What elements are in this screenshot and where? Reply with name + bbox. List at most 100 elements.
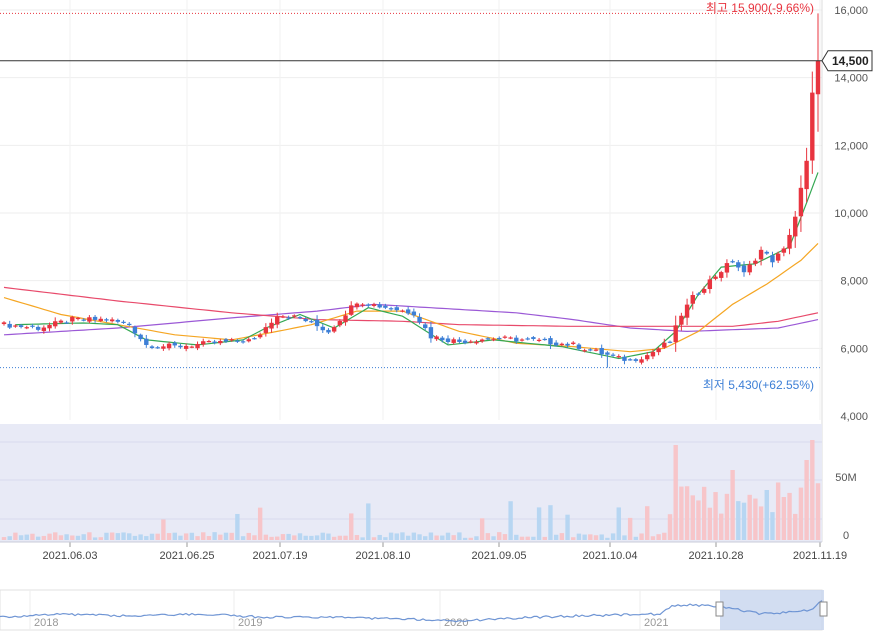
candle-body-135: [770, 255, 775, 263]
candle-body-102: [582, 350, 587, 352]
volume-bar-23: [132, 535, 138, 540]
candle-body-81: [462, 340, 468, 344]
volume-bar-6: [35, 536, 41, 540]
navigator-panel[interactable]: [0, 589, 823, 631]
volume-bar-71: [405, 535, 411, 540]
candle-body-111: [633, 359, 639, 361]
candle-body-90: [514, 337, 519, 342]
price-tick-label-4: 8,000: [840, 276, 868, 288]
volume-bar-102: [582, 534, 587, 540]
date-tick-label-0: 2021.06.03: [42, 550, 97, 562]
candle-body-132: [753, 260, 758, 264]
candle-body-130: [741, 265, 747, 273]
volume-bar-65: [371, 537, 377, 540]
candle-body-10: [58, 320, 64, 323]
price-panel[interactable]: [0, 0, 822, 420]
candle-body-122: [696, 293, 701, 295]
volume-bar-33: [189, 532, 195, 540]
candle-body-34: [195, 343, 200, 349]
date-tick-label-4: 2021.09.05: [471, 550, 526, 562]
candle-body-142: [810, 92, 815, 161]
candle-body-37: [212, 341, 217, 343]
volume-bar-105: [599, 534, 604, 540]
volume-bar-119: [679, 486, 684, 540]
candle-body-3: [18, 325, 24, 328]
volume-bar-107: [610, 533, 616, 540]
volume-bar-93: [531, 536, 536, 540]
ma20-line: [3, 242, 819, 353]
volume-tick-label-1: 0: [843, 530, 849, 542]
price-axis: 16,000 14,000 12,000 10,000 8,000 6,000 4,000: [834, 5, 868, 423]
volume-bar-68: [388, 532, 394, 540]
volume-bar-50: [286, 533, 291, 540]
volume-bar-117: [667, 514, 673, 540]
volume-bar-101: [576, 533, 582, 540]
volume-bar-55: [314, 535, 320, 540]
volume-bar-21: [121, 532, 126, 540]
volume-bar-79: [451, 535, 456, 540]
volume-bar-143: [815, 483, 821, 540]
volume-bar-67: [383, 537, 388, 540]
candle-body-26: [149, 346, 155, 348]
navigator-left-handle[interactable]: [715, 601, 724, 617]
navigator-selection[interactable]: [720, 590, 824, 630]
candle-body-38: [218, 340, 223, 344]
volume-bar-10: [58, 535, 64, 540]
candle-body-53: [303, 318, 308, 322]
candle-body-112: [639, 359, 644, 363]
candle-body-58: [331, 327, 337, 332]
volume-bar-111: [633, 536, 639, 540]
volume-bar-30: [172, 532, 177, 540]
volume-bar-7: [41, 535, 47, 540]
candle-body-86: [491, 339, 496, 341]
candle-body-39: [223, 339, 229, 342]
candle-body-77: [440, 337, 445, 341]
candle-body-83: [474, 341, 479, 344]
volume-bar-27: [155, 533, 160, 540]
candle-body-97: [553, 342, 559, 346]
date-tick-label-1: 2021.06.25: [159, 550, 214, 562]
candle-body-12: [70, 316, 75, 322]
candle-body-82: [468, 341, 473, 343]
volume-bar-131: [747, 494, 752, 540]
volume-bar-25: [144, 536, 149, 540]
moving-average-lines: [3, 172, 819, 360]
volume-bar-98: [559, 533, 565, 540]
candle-body-121: [690, 295, 695, 304]
volume-bar-8: [47, 533, 52, 540]
candle-body-5: [30, 325, 35, 327]
candle-body-95: [542, 338, 547, 341]
volume-bar-141: [804, 460, 809, 540]
date-tick-label-2: 2021.07.19: [252, 550, 307, 562]
volume-bar-78: [445, 532, 451, 540]
volume-bar-132: [753, 498, 758, 540]
candle-body-15: [87, 317, 92, 322]
candle-body-20: [115, 319, 121, 322]
volume-bar-80: [457, 532, 462, 540]
volume-bar-112: [639, 533, 644, 540]
volume-bar-46: [263, 534, 269, 540]
volume-bar-64: [366, 503, 371, 540]
navigator-right-handle[interactable]: [819, 601, 828, 617]
volume-bar-136: [775, 482, 781, 540]
candle-body-105: [599, 347, 604, 355]
candle-body-114: [650, 351, 656, 357]
volume-bar-28: [161, 519, 166, 540]
candle-body-40: [229, 339, 234, 341]
candle-body-31: [178, 345, 183, 348]
candle-body-21: [121, 321, 126, 323]
volume-bar-34: [195, 536, 200, 540]
candle-body-70: [400, 310, 405, 312]
candle-body-24: [138, 334, 143, 340]
volume-bar-123: [701, 486, 707, 540]
candle-body-108: [616, 356, 621, 358]
volume-bar-135: [770, 512, 775, 540]
candle-body-61: [349, 305, 354, 315]
candle-body-101: [576, 344, 582, 349]
price-tick-label-0: 16,000: [834, 5, 868, 17]
volume-bar-40: [229, 532, 234, 540]
candle-body-110: [627, 359, 633, 361]
volume-bar-54: [309, 535, 314, 540]
candle-body-75: [428, 327, 434, 339]
